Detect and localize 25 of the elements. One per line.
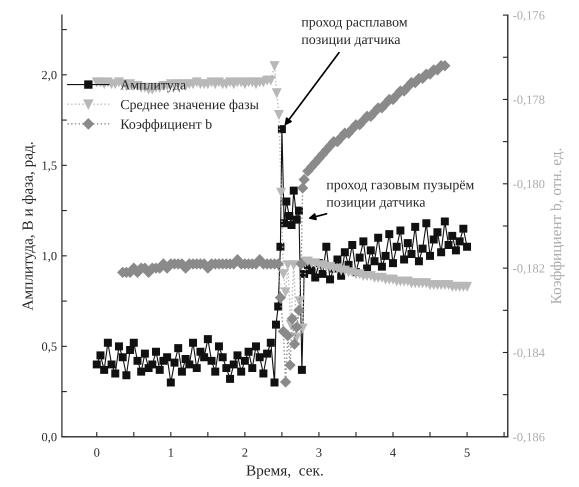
x-axis-title: Время, сек. xyxy=(246,465,323,479)
x-tick-label: 2 xyxy=(242,448,248,457)
y-tick-label: 1,0 xyxy=(42,252,57,262)
annotation: проход расплавом позиции датчика xyxy=(302,20,408,47)
y2-tick-label: -0,178 xyxy=(513,95,544,106)
y2-tick-label: -0,186 xyxy=(513,432,545,444)
x-tick-label: 0 xyxy=(94,448,100,457)
y-tick-label: 0,5 xyxy=(42,342,57,353)
y-tick-label: 1,5 xyxy=(42,161,57,172)
y2-tick-label: -0,180 xyxy=(513,180,544,190)
y-tick-label: 0,0 xyxy=(42,432,57,444)
legend-label: Коэффициент b xyxy=(120,119,212,132)
annotation: проход газовым пузырём позиции датчика xyxy=(326,180,474,210)
y2-tick-label: -0,184 xyxy=(513,348,545,359)
x-tick-label: 1 xyxy=(168,448,174,457)
legend-label: Амплитуда xyxy=(120,80,186,92)
y-tick-label: 2,0 xyxy=(42,70,57,82)
x-tick-label: 5 xyxy=(464,448,470,457)
legend-label: Среднее значение фазы xyxy=(120,99,259,112)
y2-tick-label: -0,176 xyxy=(513,11,545,22)
x-tick-label: 3 xyxy=(316,448,322,457)
y2-tick-label: -0,182 xyxy=(513,264,544,274)
x-tick-label: 4 xyxy=(390,448,396,457)
y2-axis-title: Коэффициент b, отн. ед. xyxy=(550,148,564,304)
y-axis-title: Амплитуда, В и фаза, рад. xyxy=(22,142,36,310)
